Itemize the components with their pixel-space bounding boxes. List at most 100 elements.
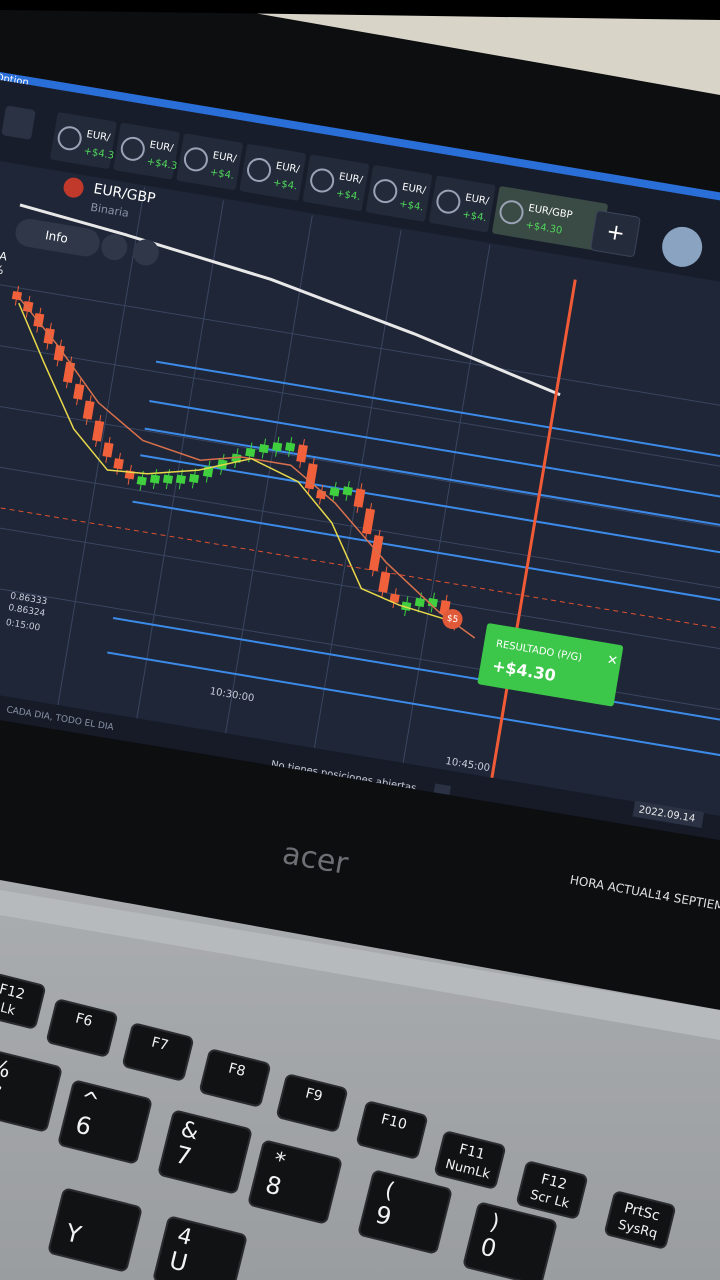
key[interactable]: 8* (248, 1140, 342, 1224)
key-label: 0 (478, 1232, 500, 1263)
candle-body (136, 476, 147, 486)
level-line (155, 360, 720, 479)
candle-body (231, 453, 242, 463)
menu-button[interactable] (1, 105, 36, 140)
candle-body (149, 474, 161, 484)
level-line (149, 400, 720, 518)
key-cap (158, 1110, 252, 1194)
key[interactable]: 7& (158, 1110, 252, 1194)
key[interactable]: F9 (276, 1074, 348, 1132)
asset-tab[interactable] (113, 122, 180, 180)
candle-body (245, 447, 256, 458)
grid-line (57, 187, 146, 706)
key-label: 6 (73, 1110, 95, 1141)
candle-body (62, 361, 76, 383)
key-cap (358, 1170, 452, 1254)
avatar[interactable] (659, 224, 705, 270)
tab-pair: EUR/ (149, 140, 175, 155)
trend-line (19, 203, 561, 397)
result-close[interactable]: ✕ (606, 653, 619, 670)
tab-pair: EUR/ (464, 192, 490, 207)
asset-tab[interactable] (492, 186, 608, 251)
asset-tab[interactable] (239, 144, 306, 201)
asset-tab[interactable] (176, 133, 243, 190)
favorite-button[interactable] (131, 237, 161, 267)
tab-pair: EUR/ (212, 150, 238, 165)
key-label: F10 (379, 1111, 408, 1133)
candle-body (296, 444, 308, 463)
grid-line (136, 200, 224, 719)
key-cap (153, 1216, 247, 1280)
key[interactable]: F7 (122, 1023, 194, 1081)
key-label: F7 (150, 1034, 170, 1054)
asset-tab[interactable] (429, 175, 496, 233)
key-label: F12 (539, 1171, 568, 1193)
candle-body (22, 301, 34, 313)
level-line (132, 500, 720, 619)
key-cap (46, 999, 118, 1057)
asset-tab[interactable] (50, 112, 117, 169)
candle-body (33, 313, 45, 328)
key-sublabel: Lk (0, 1001, 17, 1019)
asset-tab[interactable] (365, 165, 433, 222)
key-label: 8 (263, 1170, 285, 1201)
candle-body (73, 383, 85, 400)
title-bar (0, 72, 720, 229)
key[interactable]: 0) (463, 1202, 557, 1280)
tab-profit: +$4. (272, 178, 298, 193)
tab-icon (310, 168, 335, 193)
key-sublabel: 4 (175, 1223, 195, 1251)
asset-tab[interactable] (302, 154, 370, 212)
add-tab-icon: + (604, 219, 626, 247)
key[interactable]: Y (48, 1188, 142, 1272)
tab-profit: +$4. (209, 167, 235, 182)
sentiment-label: BAJA (0, 246, 8, 263)
candle-body (188, 473, 200, 484)
tab-pair: EUR/ (275, 161, 301, 176)
asset-flag (63, 177, 84, 198)
key[interactable]: F10 (356, 1101, 428, 1159)
key-cap (122, 1023, 194, 1081)
tab-pair: EUR/ (86, 129, 112, 144)
add-tab[interactable] (590, 210, 641, 257)
expiry-price-line (0, 479, 720, 646)
key[interactable]: €% (0, 1048, 62, 1132)
candle-body (102, 442, 114, 458)
key-cap (516, 1161, 588, 1219)
candle-body (353, 488, 366, 508)
candle-body (175, 474, 187, 484)
tab-icon (247, 157, 272, 182)
key[interactable]: 9( (358, 1170, 452, 1254)
level-line (140, 454, 720, 572)
alert-button[interactable] (99, 232, 129, 262)
grid-line (0, 380, 720, 547)
key[interactable]: U4 (153, 1216, 247, 1280)
tab-icon (57, 126, 82, 151)
expiry-line (489, 279, 577, 783)
key[interactable]: F8 (199, 1049, 271, 1107)
result-box (477, 623, 624, 707)
bezel-edge (0, 0, 720, 20)
candle-body (414, 597, 425, 608)
moving-average-fast (18, 302, 458, 624)
key-cap (356, 1101, 428, 1159)
candles (11, 285, 461, 631)
key[interactable]: 6^ (58, 1080, 152, 1164)
key-cap (0, 1048, 62, 1132)
key-cap (463, 1202, 557, 1280)
info-button[interactable] (13, 217, 101, 259)
key-label: F6 (74, 1010, 94, 1030)
key[interactable]: F6 (46, 999, 118, 1057)
key-label: 7 (173, 1140, 195, 1171)
tab-pair: EUR/ (338, 171, 364, 186)
tab-icon (436, 189, 461, 214)
key-sublabel: ^ (78, 1087, 102, 1116)
candle-body (368, 535, 384, 572)
grid-line (0, 498, 720, 666)
candle-body (342, 486, 353, 496)
